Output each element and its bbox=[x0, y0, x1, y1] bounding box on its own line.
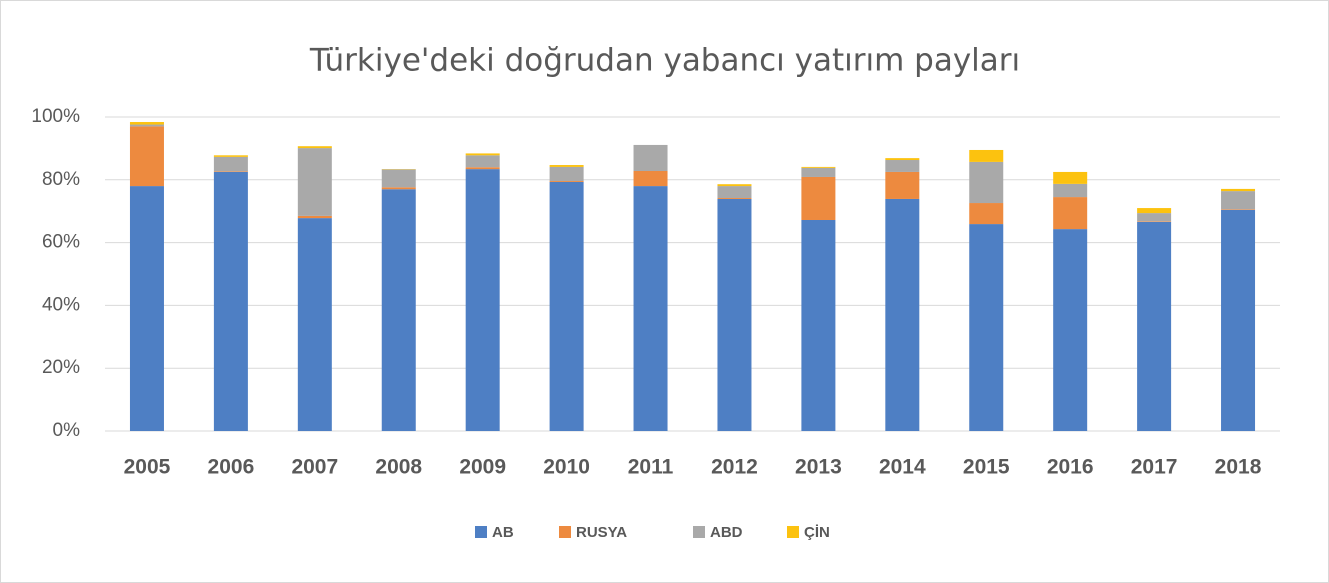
bar-segment bbox=[297, 148, 332, 216]
bar-segment bbox=[297, 215, 332, 219]
x-tick-label: 2014 bbox=[879, 456, 926, 479]
bar-segment bbox=[129, 186, 164, 431]
x-tick-label: 2009 bbox=[459, 456, 506, 479]
legend-label: ÇİN bbox=[804, 524, 830, 541]
bar-segment bbox=[465, 167, 500, 170]
y-tick-label: 0% bbox=[53, 420, 81, 441]
bar-segment bbox=[1137, 221, 1172, 431]
bar-segment bbox=[213, 171, 248, 172]
bar-segment bbox=[633, 171, 668, 187]
bar-segment bbox=[969, 203, 1004, 225]
bar-segment bbox=[717, 198, 752, 431]
legend-swatch bbox=[559, 526, 571, 538]
bar-segment bbox=[213, 156, 248, 172]
bar-segment bbox=[717, 186, 752, 199]
bar-segment bbox=[297, 218, 332, 431]
bar-segment bbox=[549, 165, 584, 167]
x-tick-label: 2008 bbox=[375, 456, 422, 479]
bar-segment bbox=[801, 176, 836, 220]
legend-swatch bbox=[475, 526, 487, 538]
bar-segment bbox=[549, 181, 584, 431]
x-tick-label: 2012 bbox=[711, 456, 758, 479]
y-tick-label: 80% bbox=[42, 169, 80, 190]
bar-segment bbox=[465, 153, 500, 156]
y-tick-label: 60% bbox=[42, 232, 80, 253]
bar-segment bbox=[885, 158, 920, 161]
x-tick-label: 2015 bbox=[963, 456, 1010, 479]
bar-segment bbox=[297, 146, 332, 149]
y-tick-label: 40% bbox=[42, 294, 80, 315]
bar-segment bbox=[885, 198, 920, 431]
bar-segment bbox=[969, 224, 1004, 431]
bar-segment bbox=[465, 155, 500, 168]
bar-segment bbox=[213, 171, 248, 431]
bar-segment bbox=[1053, 171, 1088, 184]
bar-segment bbox=[885, 171, 920, 199]
bar-segment bbox=[969, 161, 1004, 204]
bar-segment bbox=[1221, 209, 1256, 431]
bar-segment bbox=[801, 167, 836, 177]
bar-segment bbox=[1221, 188, 1256, 192]
bar-segment bbox=[1221, 209, 1256, 210]
x-tick-label: 2011 bbox=[628, 456, 674, 479]
bar-segment bbox=[381, 189, 416, 431]
bar-segment bbox=[801, 219, 836, 431]
chart-title: Türkiye'deki doğrudan yabancı yatırım pa… bbox=[309, 43, 1020, 79]
bar-segment bbox=[549, 181, 584, 182]
x-tick-label: 2018 bbox=[1215, 456, 1262, 479]
bar-segment bbox=[465, 169, 500, 431]
legend-label: RUSYA bbox=[576, 524, 627, 541]
bar-segment bbox=[381, 187, 416, 190]
bar-segment bbox=[1137, 213, 1172, 222]
bar-segment bbox=[717, 198, 752, 199]
bar-segment bbox=[633, 186, 668, 431]
bar-segment bbox=[213, 155, 248, 157]
x-tick-label: 2013 bbox=[795, 456, 842, 479]
bar-segment bbox=[1137, 221, 1172, 222]
bar-segment bbox=[129, 124, 164, 127]
x-tick-label: 2017 bbox=[1131, 456, 1178, 479]
legend-label: ABD bbox=[710, 524, 743, 541]
bar-segment bbox=[549, 166, 584, 182]
bar-segment bbox=[717, 184, 752, 187]
bar-segment bbox=[633, 144, 668, 172]
legend-label: AB bbox=[492, 524, 514, 541]
legend-swatch bbox=[693, 526, 705, 538]
bar-segment bbox=[1053, 229, 1088, 431]
bar-segment bbox=[1053, 183, 1088, 198]
x-tick-label: 2005 bbox=[124, 456, 171, 479]
y-tick-label: 20% bbox=[42, 357, 80, 378]
x-tick-label: 2006 bbox=[208, 456, 255, 479]
bar-segment bbox=[969, 149, 1004, 162]
x-tick-label: 2010 bbox=[543, 456, 590, 479]
bar-segment bbox=[885, 160, 920, 172]
bar-segment bbox=[129, 122, 164, 125]
bar-segment bbox=[1053, 197, 1088, 230]
bar-segment bbox=[801, 166, 836, 168]
legend-swatch bbox=[787, 526, 799, 538]
x-tick-label: 2016 bbox=[1047, 456, 1094, 479]
bar-segment bbox=[1221, 191, 1256, 210]
bar-segment bbox=[381, 169, 416, 188]
x-tick-label: 2007 bbox=[291, 456, 338, 479]
y-tick-label: 100% bbox=[31, 106, 80, 127]
bar-segment bbox=[129, 126, 164, 187]
bar-segment bbox=[1137, 208, 1172, 214]
